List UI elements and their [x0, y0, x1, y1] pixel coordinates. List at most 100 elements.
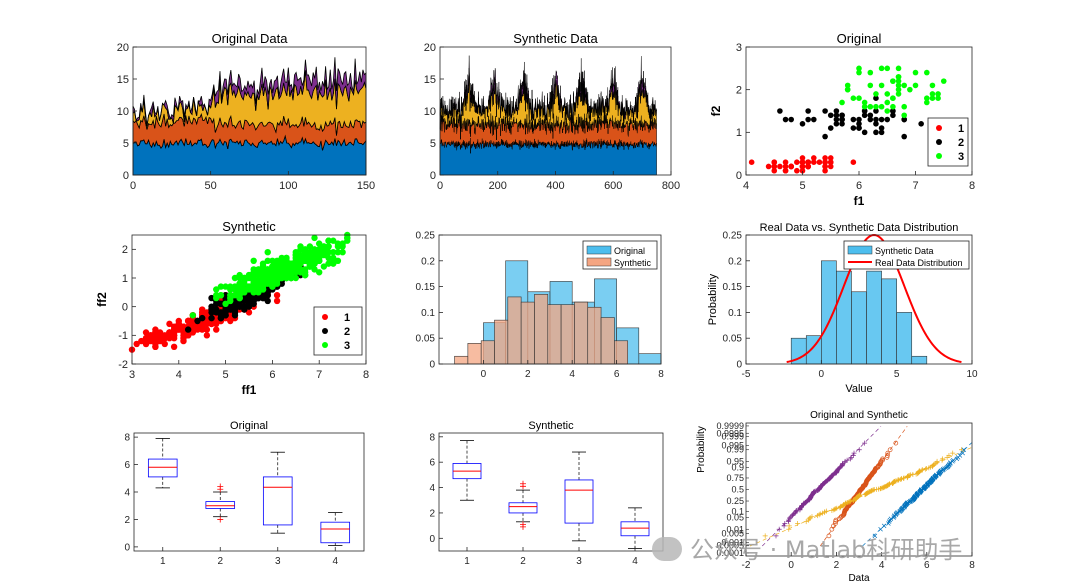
p3-point-series-2 — [856, 121, 862, 127]
p9-ytick-label: 0.0001 — [716, 548, 744, 558]
p4-point-series-3 — [227, 294, 234, 302]
p3-point-series-3 — [907, 86, 913, 93]
p9-point-series-1 — [776, 526, 782, 532]
p2-ytick-label: 0 — [430, 170, 436, 182]
p6-xlabel: Value — [845, 383, 872, 395]
p4-point-series-3 — [273, 260, 281, 267]
p4-point-series-3 — [292, 251, 299, 259]
p4-point-series-3 — [330, 237, 337, 244]
p7-title: Original — [230, 420, 268, 432]
p4-ylabel: ff2 — [95, 292, 109, 307]
p7-box — [147, 458, 178, 478]
p3-point-series-3 — [895, 78, 902, 84]
p3-point-series-3 — [839, 99, 845, 106]
p5-ytick-label: 0.25 — [416, 231, 436, 242]
p3-legend-label: 2 — [958, 137, 964, 149]
p1-axes: 0 50 100 150 0 5 10 15 20 Original Data — [117, 31, 375, 192]
p3-point-series-1 — [748, 159, 755, 165]
p4-legend-label: 2 — [344, 326, 350, 338]
p4-point-series-1 — [138, 337, 145, 345]
p6-title: Real Data vs. Synthetic Data Distributio… — [760, 222, 959, 234]
p9-point-series-2 — [878, 459, 884, 464]
p4-point-series-3 — [297, 257, 304, 264]
p9-ytick-label: 0.999 — [721, 432, 744, 442]
p3-point-series-3 — [890, 103, 896, 110]
p5-legend-swatch — [586, 245, 612, 255]
p4-point-series-1 — [152, 329, 159, 336]
p9-ytick-label: 0.9995 — [716, 428, 744, 438]
p8-box — [620, 521, 650, 537]
p6-bar-synthetic — [851, 291, 867, 365]
p2-ytick-label: 10 — [424, 106, 436, 118]
p6-frame — [745, 234, 973, 365]
p9-point-series-3 — [824, 508, 830, 514]
p4-point-series-3 — [222, 300, 229, 307]
p3-point-series-3 — [850, 95, 857, 101]
p4-point-series-3 — [217, 292, 225, 299]
p4-ytick-label: 1 — [122, 273, 128, 285]
p4-point-series-1 — [147, 337, 154, 345]
p4-point-series-1 — [175, 320, 182, 328]
p4-point-series-2 — [241, 294, 248, 302]
p4-xtick-label: 4 — [176, 369, 182, 381]
p5-ytick-label: 0.05 — [416, 334, 436, 345]
p4-point-series-3 — [311, 246, 318, 253]
p9-ytick-label: 0.01 — [726, 524, 744, 534]
watermark: 公众号 · Matlab科研助手 — [652, 530, 962, 565]
p4-point-series-3 — [297, 243, 304, 250]
p4-point-series-1 — [203, 320, 211, 328]
p4-point-series-3 — [259, 260, 267, 267]
p4-point-series-1 — [166, 332, 173, 339]
p4-point-series-3 — [278, 274, 285, 282]
p4-point-series-2 — [208, 294, 215, 302]
p3-point-series-3 — [878, 103, 885, 110]
p7-xtick-label: 1 — [160, 556, 166, 567]
p4-point-series-3 — [269, 257, 276, 264]
p5-legend-swatch — [586, 257, 612, 267]
p4-ytick-label: -1 — [118, 330, 128, 342]
p9-ref-line — [749, 446, 973, 547]
p4-point-series-3 — [301, 254, 309, 262]
p4-point-series-2 — [217, 309, 225, 316]
p4-point-series-3 — [269, 266, 276, 273]
p3-point-series-3 — [844, 86, 851, 93]
p2-ytick-label: 20 — [424, 42, 436, 54]
p9-point-series-3 — [847, 498, 853, 504]
p3-point-series-2 — [839, 121, 845, 127]
p4-point-series-2 — [241, 306, 248, 313]
p3-point-series-3 — [844, 82, 851, 89]
p9-xtick-label: 2 — [834, 560, 840, 571]
p1-ytick-label: 10 — [117, 106, 129, 118]
p4-point-series-3 — [283, 263, 290, 270]
p4-point-series-3 — [278, 263, 285, 270]
p4-point-series-2 — [259, 294, 267, 302]
p9-point-series-1 — [851, 450, 857, 456]
p9-xtick-label: -2 — [742, 560, 751, 571]
p3-point-series-2 — [811, 116, 817, 123]
p4-point-series-3 — [316, 246, 323, 253]
p4-point-series-2 — [199, 314, 206, 322]
p4-point-series-3 — [264, 274, 271, 282]
p4-point-series-3 — [245, 271, 253, 279]
p6-ytick-label: 0.15 — [723, 282, 743, 293]
p4-point-series-1 — [156, 337, 164, 345]
p6-xtick-label: 5 — [894, 369, 900, 380]
p8-ytick-label: 2 — [429, 508, 435, 519]
p9-point-series-3 — [919, 467, 925, 473]
p4-point-series-3 — [241, 274, 248, 282]
p9-point-series-2 — [880, 456, 885, 462]
p3-point-series-2 — [799, 121, 806, 127]
p6-bar-synthetic — [911, 355, 928, 365]
p9-point-series-3 — [917, 468, 923, 474]
p4-point-series-3 — [325, 237, 332, 244]
p3-point-series-3 — [929, 95, 936, 101]
p7-ytick-label: 4 — [124, 488, 130, 499]
p5-frame — [438, 234, 662, 365]
p4-point-series-3 — [316, 251, 323, 259]
p3-ylabel: f2 — [709, 105, 723, 116]
p5-bar-synthetic — [547, 304, 562, 365]
p3-legend-label: 1 — [958, 123, 964, 135]
p8-xtick-label: 1 — [464, 556, 470, 567]
p3-point-series-2 — [788, 116, 794, 123]
p1-xtick-label: 0 — [130, 180, 136, 192]
